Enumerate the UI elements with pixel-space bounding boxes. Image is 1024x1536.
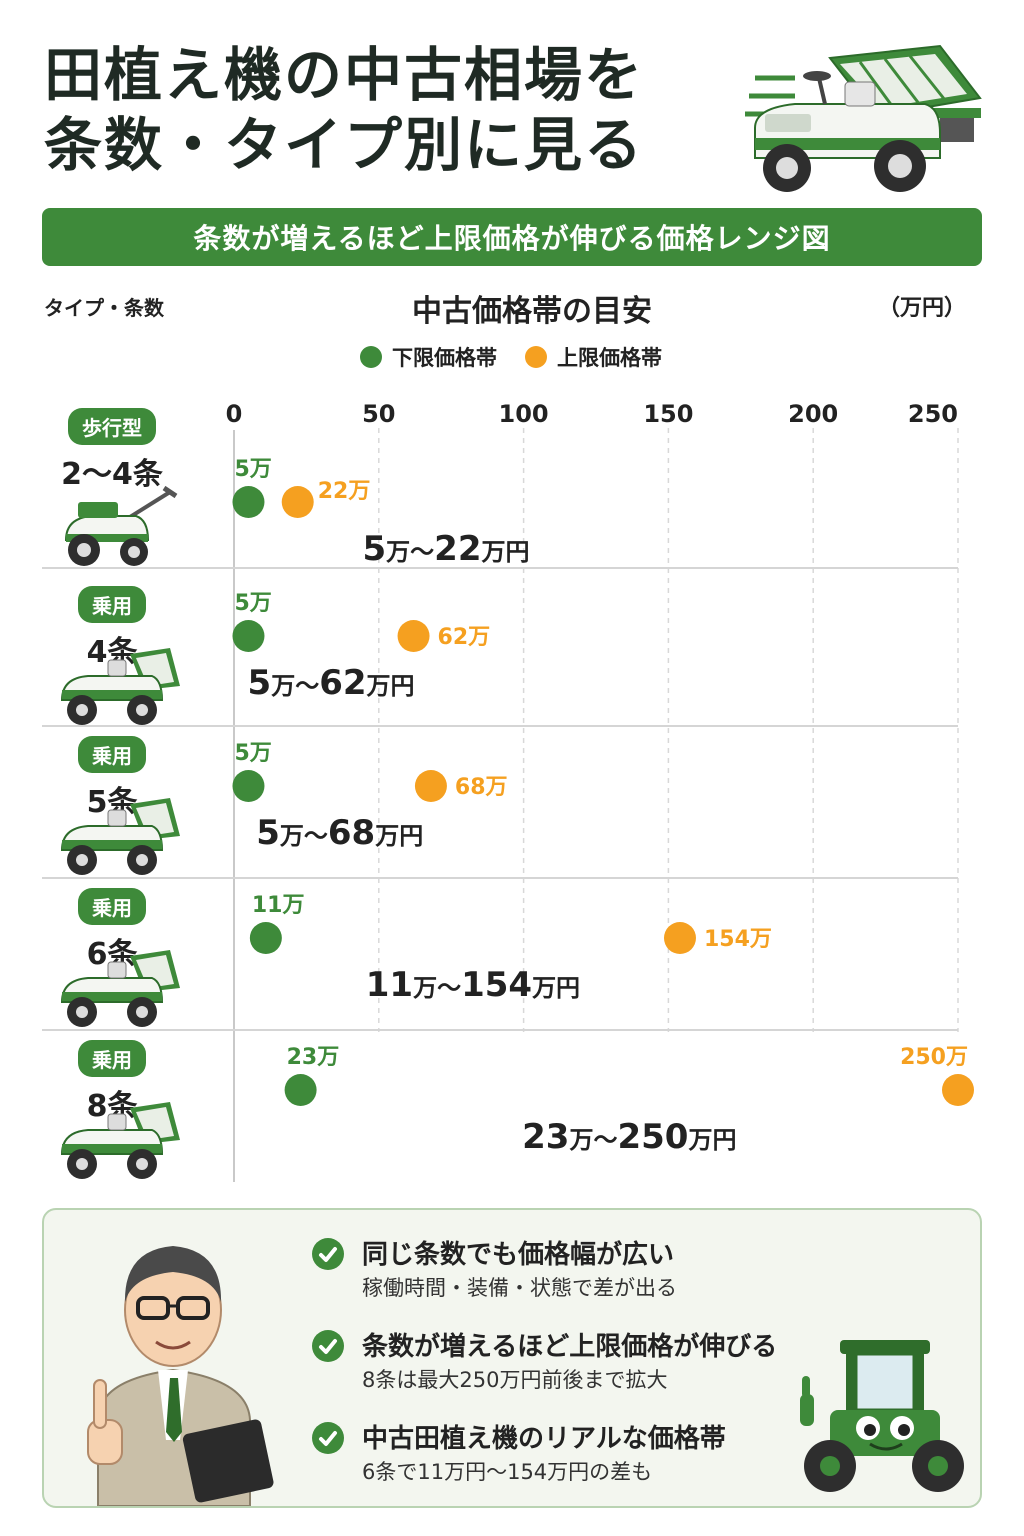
range-text-part: 万円 (532, 974, 580, 1002)
range-text-part: 〜 (295, 672, 319, 700)
range-text-part: 154 (461, 965, 532, 1005)
type-badge: 乗用 (78, 736, 146, 773)
low-point (232, 770, 265, 802)
legend-low-dot (360, 346, 382, 368)
info-point-head: 同じ条数でも価格幅が広い (362, 1240, 675, 1270)
type-badge: 乗用 (78, 888, 146, 925)
title-line-2: 条数・タイプ別に見る (44, 111, 645, 179)
rice-transplanter-icon (60, 648, 180, 725)
low-value-label: 11万 (252, 893, 305, 918)
legend: 下限価格帯 上限価格帯 (360, 342, 678, 372)
low-point (249, 922, 282, 954)
low-value-label: 5万 (234, 457, 271, 482)
range-text-part: 〜 (304, 822, 328, 850)
rice-transplanter-icon (64, 485, 178, 566)
x-tick-label: 150 (643, 400, 693, 428)
low-point (232, 486, 265, 518)
rice-transplanter-icon (60, 1102, 180, 1179)
info-point-head: 中古田植え機のリアルな価格帯 (362, 1424, 726, 1454)
info-point-body: 8条は最大250万円前後まで拡大 (362, 1368, 668, 1392)
range-text-part: 5 (248, 663, 272, 703)
rice-transplanter-icon (60, 950, 180, 1027)
row-axis-label: タイプ・条数 (44, 296, 164, 320)
range-text-part: 万 (280, 822, 304, 850)
high-value-label: 250万 (900, 1045, 968, 1070)
legend-item-low: 下限価格帯 (360, 342, 497, 372)
range-text-part: 22 (434, 529, 481, 569)
x-tick-label: 0 (226, 400, 243, 428)
high-point (414, 770, 447, 802)
type-badge: 乗用 (78, 1040, 146, 1077)
type-badge: 乗用 (78, 586, 146, 623)
range-text-part: 23 (522, 1117, 569, 1157)
low-value-label: 23万 (287, 1045, 340, 1070)
legend-item-high: 上限価格帯 (525, 342, 662, 372)
row-label-2: 乗用 5条 (52, 736, 172, 821)
high-point (663, 922, 696, 954)
subtitle-text: 条数が増えるほど上限価格が伸びる価格レンジ図 (193, 222, 831, 255)
type-badge: 歩行型 (68, 408, 156, 445)
range-text-part: 万 (386, 538, 410, 566)
range-text-part: 5 (256, 813, 280, 853)
check-icon (312, 1422, 344, 1454)
range-text-part: 万 (569, 1126, 593, 1154)
check-icon (312, 1330, 344, 1362)
low-value-label: 5万 (234, 591, 271, 616)
high-point (397, 620, 430, 652)
range-text: 5万〜68万円 (256, 813, 423, 853)
check-icon (312, 1238, 344, 1270)
range-text-part: 万円 (688, 1126, 736, 1154)
low-point (284, 1074, 317, 1106)
range-text-part: 5 (363, 529, 387, 569)
x-tick-label: 50 (362, 400, 395, 428)
unit-label: （万円） (877, 296, 966, 321)
high-point (942, 1074, 974, 1106)
range-text: 5万〜22万円 (363, 529, 530, 569)
range-text-part: 68 (328, 813, 375, 853)
high-value-label: 62万 (438, 625, 491, 650)
range-text-part: 〜 (410, 538, 434, 566)
high-value-label: 68万 (455, 775, 508, 800)
range-text-part: 万 (413, 974, 437, 1002)
high-value-label: 22万 (318, 479, 371, 504)
range-text-part: 11 (366, 965, 413, 1005)
range-text: 11万〜154万円 (366, 965, 580, 1005)
legend-high-dot (525, 346, 547, 368)
high-value-label: 154万 (704, 927, 772, 952)
x-tick-label: 200 (788, 400, 838, 428)
info-point-head: 条数が増えるほど上限価格が伸びる (362, 1332, 778, 1362)
price-range-chart: 0 50 100 150 200 2505万22万5万〜22万円5万62万5万〜62万円5… (42, 400, 974, 1182)
range-text-part: 250 (617, 1117, 688, 1157)
range-text-part: 〜 (437, 974, 461, 1002)
row-label-3: 乗用 6条 (52, 888, 172, 973)
range-text: 5万〜62万円 (248, 663, 415, 703)
low-value-label: 5万 (234, 741, 271, 766)
range-text-part: 万 (271, 672, 295, 700)
subtitle-banner: 条数が増えるほど上限価格が伸びる価格レンジ図 (42, 208, 982, 266)
range-text-part: 万円 (375, 822, 423, 850)
row-label-0: 歩行型 2〜4条 (52, 408, 172, 493)
page-title: 田植え機の中古相場を 条数・タイプ別に見る (44, 40, 734, 180)
chart-title: 中古価格帯の目安 (412, 294, 652, 329)
range-text-part: 62 (319, 663, 366, 703)
rice-transplanter-icon (60, 798, 180, 875)
rice-transplanter-icon (745, 44, 982, 192)
x-tick-label: 100 (499, 400, 549, 428)
info-point-body: 6条で11万円〜154万円の差も (362, 1460, 653, 1484)
info-point-body: 稼働時間・装備・状態で差が出る (362, 1276, 677, 1300)
x-tick-label: 250 (908, 400, 958, 428)
range-text-part: 〜 (593, 1126, 617, 1154)
low-point (232, 620, 265, 652)
rows-count-label: 2〜4条 (61, 457, 163, 492)
range-text: 23万〜250万円 (522, 1117, 736, 1157)
range-text-part: 万円 (367, 672, 415, 700)
title-line-1: 田植え機の中古相場を (44, 41, 645, 109)
advisor-person-icon (87, 1246, 274, 1506)
high-point (281, 486, 314, 518)
legend-high-label: 上限価格帯 (557, 346, 662, 370)
legend-low-label: 下限価格帯 (392, 346, 497, 370)
tractor-mascot-icon (800, 1340, 964, 1492)
range-text-part: 万円 (482, 538, 530, 566)
